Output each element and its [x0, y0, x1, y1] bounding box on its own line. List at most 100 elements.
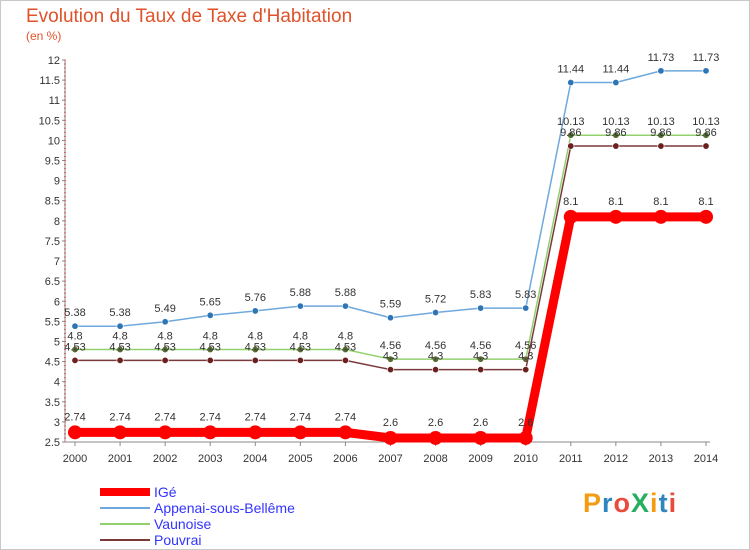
data-label: 4.56 [425, 340, 446, 352]
data-label: 5.38 [109, 307, 130, 319]
series-point [477, 366, 485, 374]
legend-swatch [100, 507, 150, 509]
logo-letter: i [668, 488, 678, 518]
unit-label: (en %) [26, 29, 62, 43]
x-tick-label: 2000 [63, 453, 87, 465]
y-tick-label: 5 [54, 336, 60, 348]
series-point [203, 425, 218, 440]
data-label: 9.86 [650, 127, 671, 139]
logo-letter: t [658, 488, 669, 518]
data-label: 4.8 [293, 331, 308, 343]
series-point [251, 356, 259, 364]
y-tick-label: 8 [54, 216, 60, 228]
y-tick-label: 6 [54, 296, 60, 308]
x-tick-label: 2007 [378, 453, 402, 465]
y-tick-label: 9 [54, 176, 60, 188]
series-point [702, 131, 710, 139]
series-point [71, 356, 79, 364]
series-line-0 [75, 212, 706, 443]
y-tick-label: 3.5 [45, 397, 60, 409]
series-point [657, 131, 665, 139]
series-point [161, 346, 169, 354]
series-point [341, 302, 349, 310]
series-point [657, 142, 665, 150]
data-label: 4.8 [338, 331, 353, 343]
data-label: 8.1 [563, 196, 578, 208]
series-point [68, 425, 82, 440]
series-point [251, 307, 259, 315]
y-tick-label: 8.5 [45, 196, 60, 208]
series-point [612, 142, 620, 150]
series-point [296, 302, 304, 310]
series-point [386, 355, 394, 363]
data-label: 8.1 [608, 196, 623, 208]
series-point [473, 430, 488, 445]
series-point [161, 318, 169, 326]
data-label: 2.74 [64, 411, 85, 423]
series-point [341, 356, 349, 364]
data-label: 4.3 [383, 351, 398, 363]
data-label: 9.86 [695, 127, 716, 139]
y-tick-label: 10 [48, 135, 60, 147]
data-label: 2.6 [518, 417, 533, 429]
data-label: 4.8 [67, 331, 82, 343]
y-tick-label: 4 [54, 377, 60, 389]
series-point [432, 355, 440, 363]
data-label: 9.86 [560, 127, 581, 139]
series-point [296, 346, 304, 354]
series-point [116, 356, 124, 364]
legend-label: Vaunoise [154, 516, 212, 532]
series-point [608, 209, 623, 224]
series-point [432, 366, 440, 374]
legend-entry: Vaunoise [100, 516, 400, 532]
x-tick-label: 2006 [333, 453, 357, 465]
data-label: 4.53 [335, 341, 356, 353]
series-point [338, 425, 353, 440]
series-point [116, 322, 124, 330]
data-label: 5.59 [380, 299, 401, 311]
data-label: 2.74 [335, 411, 356, 423]
data-label: 2.74 [245, 411, 266, 423]
y-tick-label: 5.5 [45, 316, 60, 328]
series-point [386, 314, 394, 322]
series-point [567, 79, 575, 87]
series-point [296, 356, 304, 364]
series-point [702, 142, 710, 150]
legend-swatch [100, 523, 150, 525]
series-point [251, 346, 259, 354]
data-label: 4.8 [248, 331, 263, 343]
legend-label: Pouvrai [154, 532, 202, 548]
y-tick-label: 9.5 [45, 156, 60, 168]
x-tick-label: 2008 [423, 453, 447, 465]
legend-entry: Appenai-sous-Bellême [100, 500, 400, 516]
x-tick-label: 2002 [153, 453, 177, 465]
y-tick-label: 10.5 [39, 115, 60, 127]
data-label: 2.74 [109, 411, 130, 423]
data-label: 5.38 [64, 307, 85, 319]
data-label: 4.8 [157, 331, 172, 343]
x-tick-label: 2010 [513, 453, 537, 465]
x-tick-label: 2005 [288, 453, 312, 465]
series-point [432, 309, 440, 317]
data-label: 4.56 [470, 340, 491, 352]
data-label: 4.8 [112, 331, 127, 343]
series-point [522, 366, 530, 374]
data-label: 5.72 [425, 294, 446, 306]
series-point [522, 304, 530, 312]
x-tick-label: 2003 [198, 453, 222, 465]
logo-letter: X [631, 488, 651, 518]
y-tick-label: 6.5 [45, 276, 60, 288]
y-tick-label: 3 [54, 417, 60, 429]
logo-letter: r [602, 488, 614, 518]
data-label: 4.3 [428, 351, 443, 363]
series-point [116, 346, 124, 354]
series-point [702, 67, 710, 75]
data-label: 5.88 [335, 287, 356, 299]
data-label: 2.74 [200, 411, 221, 423]
series-point [428, 430, 443, 445]
data-label: 11.73 [693, 52, 720, 64]
legend: IGé Appenai-sous-Bellême Vaunoise Pouvrai [100, 484, 400, 548]
proxiti-logo: ProXiti [583, 488, 677, 519]
